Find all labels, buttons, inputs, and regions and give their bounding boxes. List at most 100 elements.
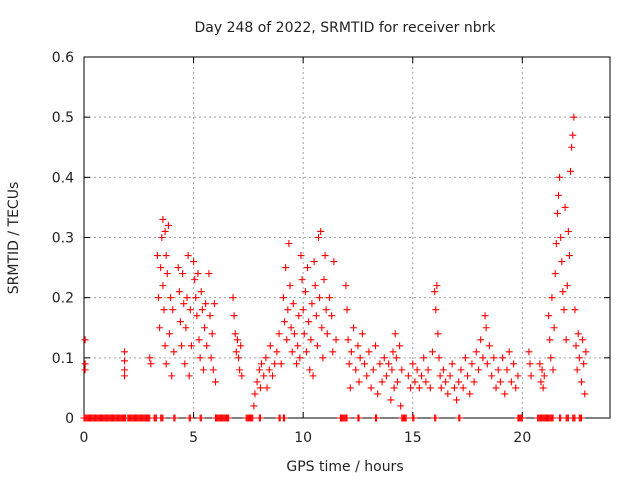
data-point — [255, 366, 263, 374]
data-point — [238, 372, 246, 380]
data-point — [237, 342, 245, 350]
data-point — [313, 342, 321, 350]
data-point — [560, 306, 568, 314]
data-point — [432, 306, 440, 314]
data-point — [230, 312, 238, 320]
zero-data-point — [456, 414, 464, 422]
data-point — [121, 372, 129, 380]
data-point — [468, 360, 476, 368]
data-point — [376, 360, 384, 368]
data-point — [343, 306, 351, 314]
data-point — [418, 372, 426, 380]
x-axis-label: GPS time / hours — [286, 459, 403, 475]
data-point — [369, 366, 377, 374]
data-point — [404, 372, 412, 380]
data-point — [411, 378, 419, 386]
data-point — [285, 240, 293, 248]
data-point — [499, 354, 507, 362]
data-point — [191, 276, 199, 284]
data-point — [527, 372, 535, 380]
data-point — [121, 366, 129, 374]
data-point — [236, 366, 244, 374]
data-point — [512, 384, 520, 392]
data-point — [192, 294, 200, 302]
data-point — [194, 270, 202, 278]
data-point — [371, 342, 379, 350]
data-point — [302, 348, 310, 356]
data-point — [494, 366, 502, 374]
data-point — [582, 348, 590, 356]
data-point — [567, 167, 575, 175]
data-point — [306, 366, 314, 374]
data-point — [346, 384, 354, 392]
data-point — [308, 300, 316, 308]
zero-data-point — [343, 414, 351, 422]
data-point — [299, 306, 307, 314]
data-point — [397, 402, 405, 410]
data-point — [380, 354, 388, 362]
data-point — [322, 306, 330, 314]
data-point — [286, 282, 294, 290]
data-point — [562, 336, 570, 344]
data-point — [201, 324, 209, 332]
data-point — [312, 312, 320, 320]
data-point — [233, 336, 241, 344]
data-point — [385, 360, 393, 368]
data-point — [481, 312, 489, 320]
data-point — [251, 390, 259, 398]
data-point — [160, 306, 168, 314]
data-point — [538, 366, 546, 374]
data-point — [198, 306, 206, 314]
data-point — [161, 342, 169, 350]
data-point — [273, 348, 281, 356]
data-point — [282, 264, 290, 272]
data-point — [203, 342, 211, 350]
data-point — [361, 360, 369, 368]
data-point — [202, 300, 210, 308]
data-point — [434, 330, 442, 338]
data-point — [442, 378, 450, 386]
data-point — [367, 384, 375, 392]
data-point — [568, 143, 576, 151]
zero-data-point — [171, 414, 179, 422]
data-point — [162, 360, 170, 368]
data-point — [178, 342, 186, 350]
data-point — [563, 282, 571, 290]
data-point — [570, 113, 578, 121]
data-point — [284, 306, 292, 314]
data-point — [295, 312, 303, 320]
data-point — [350, 324, 358, 332]
data-point — [207, 354, 215, 362]
data-point — [179, 270, 187, 278]
data-point — [317, 227, 325, 235]
data-point — [186, 306, 194, 314]
data-point — [208, 330, 216, 338]
data-point — [319, 354, 327, 362]
data-point — [388, 366, 396, 374]
data-point — [277, 360, 285, 368]
data-point — [175, 288, 183, 296]
data-point — [347, 348, 355, 356]
data-point — [181, 360, 189, 368]
data-point — [256, 384, 264, 392]
data-point — [422, 378, 430, 386]
data-point — [169, 306, 177, 314]
data-point — [549, 366, 557, 374]
data-point — [332, 336, 340, 344]
data-point — [475, 366, 482, 374]
data-point — [180, 300, 188, 308]
data-point — [490, 354, 498, 362]
axis-ticks: 0 0.1 0.2 0.3 0.4 0.5 0.6 0 5 10 15 20 — [52, 50, 610, 446]
zero-data-point — [256, 414, 264, 422]
data-point — [159, 215, 167, 223]
data-point — [466, 390, 474, 398]
data-point — [196, 354, 204, 362]
data-point — [235, 354, 243, 362]
data-point — [537, 378, 545, 386]
data-point — [288, 348, 296, 356]
data-point — [450, 384, 458, 392]
data-point — [275, 330, 283, 338]
data-point — [557, 234, 565, 241]
data-point — [345, 360, 353, 368]
data-point — [564, 227, 572, 235]
